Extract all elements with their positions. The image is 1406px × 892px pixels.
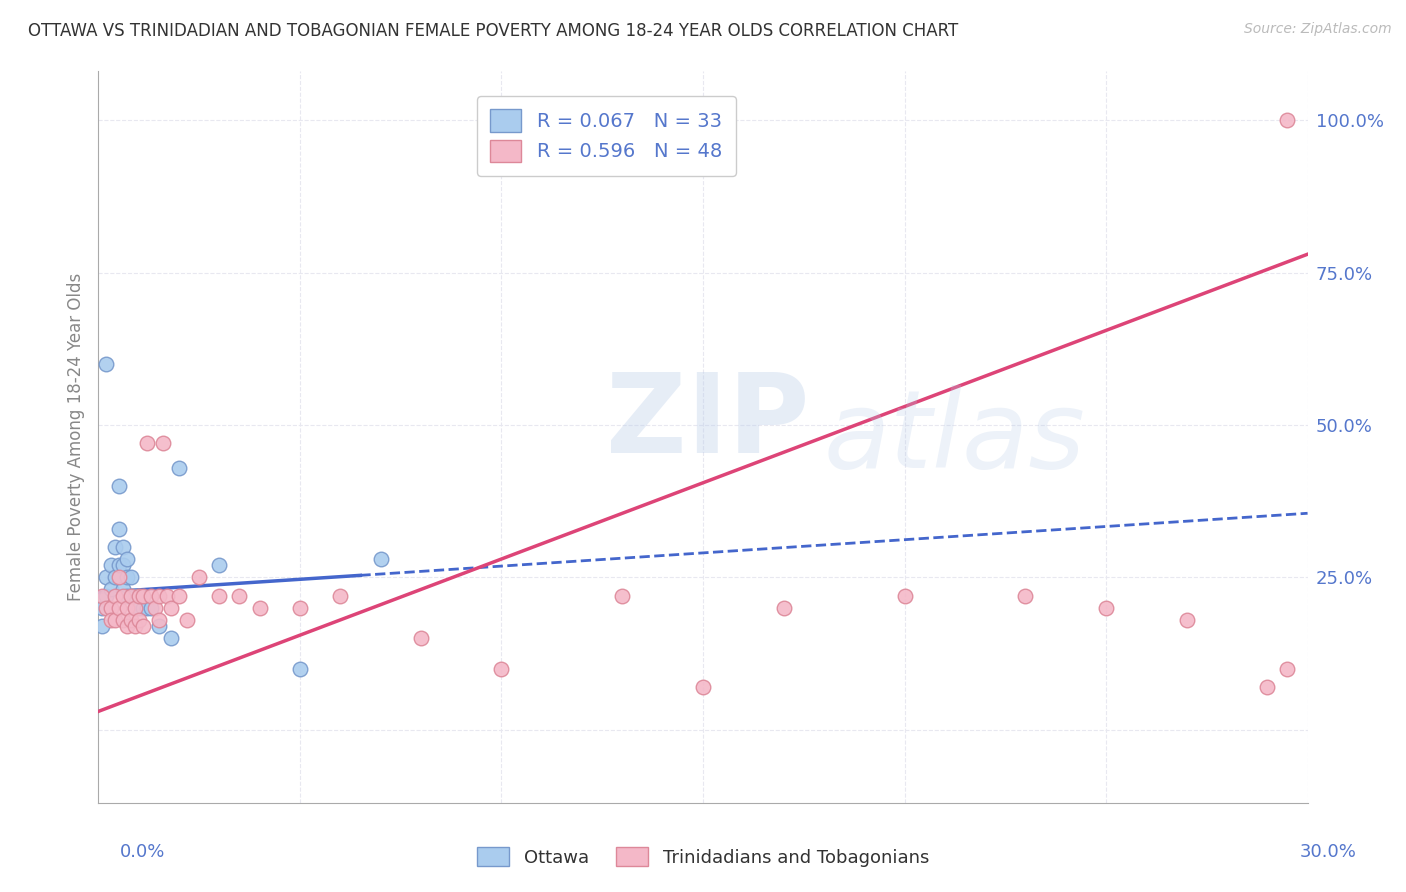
Point — [135, 436, 157, 450]
Point — [100, 558, 122, 573]
Point — [100, 600, 122, 615]
Point — [103, 540, 125, 554]
Point — [148, 619, 170, 633]
Point — [91, 600, 114, 615]
Text: Source: ZipAtlas.com: Source: ZipAtlas.com — [1244, 22, 1392, 37]
Point — [96, 589, 118, 603]
Point — [167, 589, 190, 603]
Point — [115, 589, 138, 603]
Point — [208, 589, 231, 603]
Point — [208, 558, 231, 573]
Point — [111, 589, 134, 603]
Point — [160, 632, 183, 646]
Point — [103, 570, 125, 584]
Point — [135, 600, 157, 615]
Point — [148, 613, 170, 627]
Point — [167, 460, 190, 475]
Point — [132, 600, 155, 615]
Point — [772, 600, 794, 615]
Point — [111, 582, 134, 597]
Point — [288, 600, 311, 615]
Text: ZIP: ZIP — [606, 369, 810, 476]
Legend: R = 0.067   N = 33, R = 0.596   N = 48: R = 0.067 N = 33, R = 0.596 N = 48 — [477, 95, 735, 176]
Point — [124, 589, 146, 603]
Text: OTTAWA VS TRINIDADIAN AND TOBAGONIAN FEMALE POVERTY AMONG 18-24 YEAR OLDS CORREL: OTTAWA VS TRINIDADIAN AND TOBAGONIAN FEM… — [28, 22, 959, 40]
Point — [188, 570, 211, 584]
Point — [409, 632, 432, 646]
Point — [107, 479, 129, 493]
Point — [1277, 662, 1299, 676]
Point — [100, 613, 122, 627]
Point — [115, 619, 138, 633]
Point — [107, 521, 129, 535]
Point — [128, 613, 150, 627]
Point — [143, 600, 166, 615]
Point — [107, 600, 129, 615]
Point — [612, 589, 634, 603]
Point — [111, 540, 134, 554]
Point — [103, 613, 125, 627]
Point — [128, 589, 150, 603]
Point — [249, 600, 271, 615]
Point — [115, 600, 138, 615]
Text: 0.0%: 0.0% — [120, 843, 165, 861]
Point — [91, 619, 114, 633]
Point — [120, 589, 142, 603]
Point — [120, 570, 142, 584]
Point — [128, 600, 150, 615]
Point — [132, 619, 155, 633]
Point — [96, 570, 118, 584]
Point — [107, 558, 129, 573]
Legend: Ottawa, Trinidadians and Tobagonians: Ottawa, Trinidadians and Tobagonians — [470, 840, 936, 874]
Point — [111, 558, 134, 573]
Point — [160, 600, 183, 615]
Point — [692, 680, 714, 694]
Point — [228, 589, 250, 603]
Point — [1095, 600, 1118, 615]
Text: 30.0%: 30.0% — [1301, 843, 1357, 861]
Point — [124, 619, 146, 633]
Point — [100, 582, 122, 597]
Point — [139, 589, 162, 603]
Point — [1256, 680, 1278, 694]
Point — [115, 552, 138, 566]
Point — [91, 589, 114, 603]
Point — [156, 589, 179, 603]
Text: atlas: atlas — [824, 384, 1085, 490]
Point — [370, 552, 392, 566]
Point — [491, 662, 513, 676]
Point — [124, 600, 146, 615]
Point — [96, 600, 118, 615]
Point — [329, 589, 352, 603]
Point — [120, 589, 142, 603]
Point — [152, 436, 174, 450]
Point — [139, 600, 162, 615]
Point — [115, 570, 138, 584]
Point — [120, 613, 142, 627]
Point — [148, 589, 170, 603]
Point — [288, 662, 311, 676]
Point — [124, 600, 146, 615]
Point — [176, 613, 198, 627]
Point — [1175, 613, 1198, 627]
Point — [128, 589, 150, 603]
Point — [132, 589, 155, 603]
Point — [1014, 589, 1036, 603]
Point — [1277, 113, 1299, 128]
Point — [111, 613, 134, 627]
Point — [107, 570, 129, 584]
Y-axis label: Female Poverty Among 18-24 Year Olds: Female Poverty Among 18-24 Year Olds — [66, 273, 84, 601]
Point — [96, 357, 118, 371]
Point — [893, 589, 915, 603]
Point — [103, 589, 125, 603]
